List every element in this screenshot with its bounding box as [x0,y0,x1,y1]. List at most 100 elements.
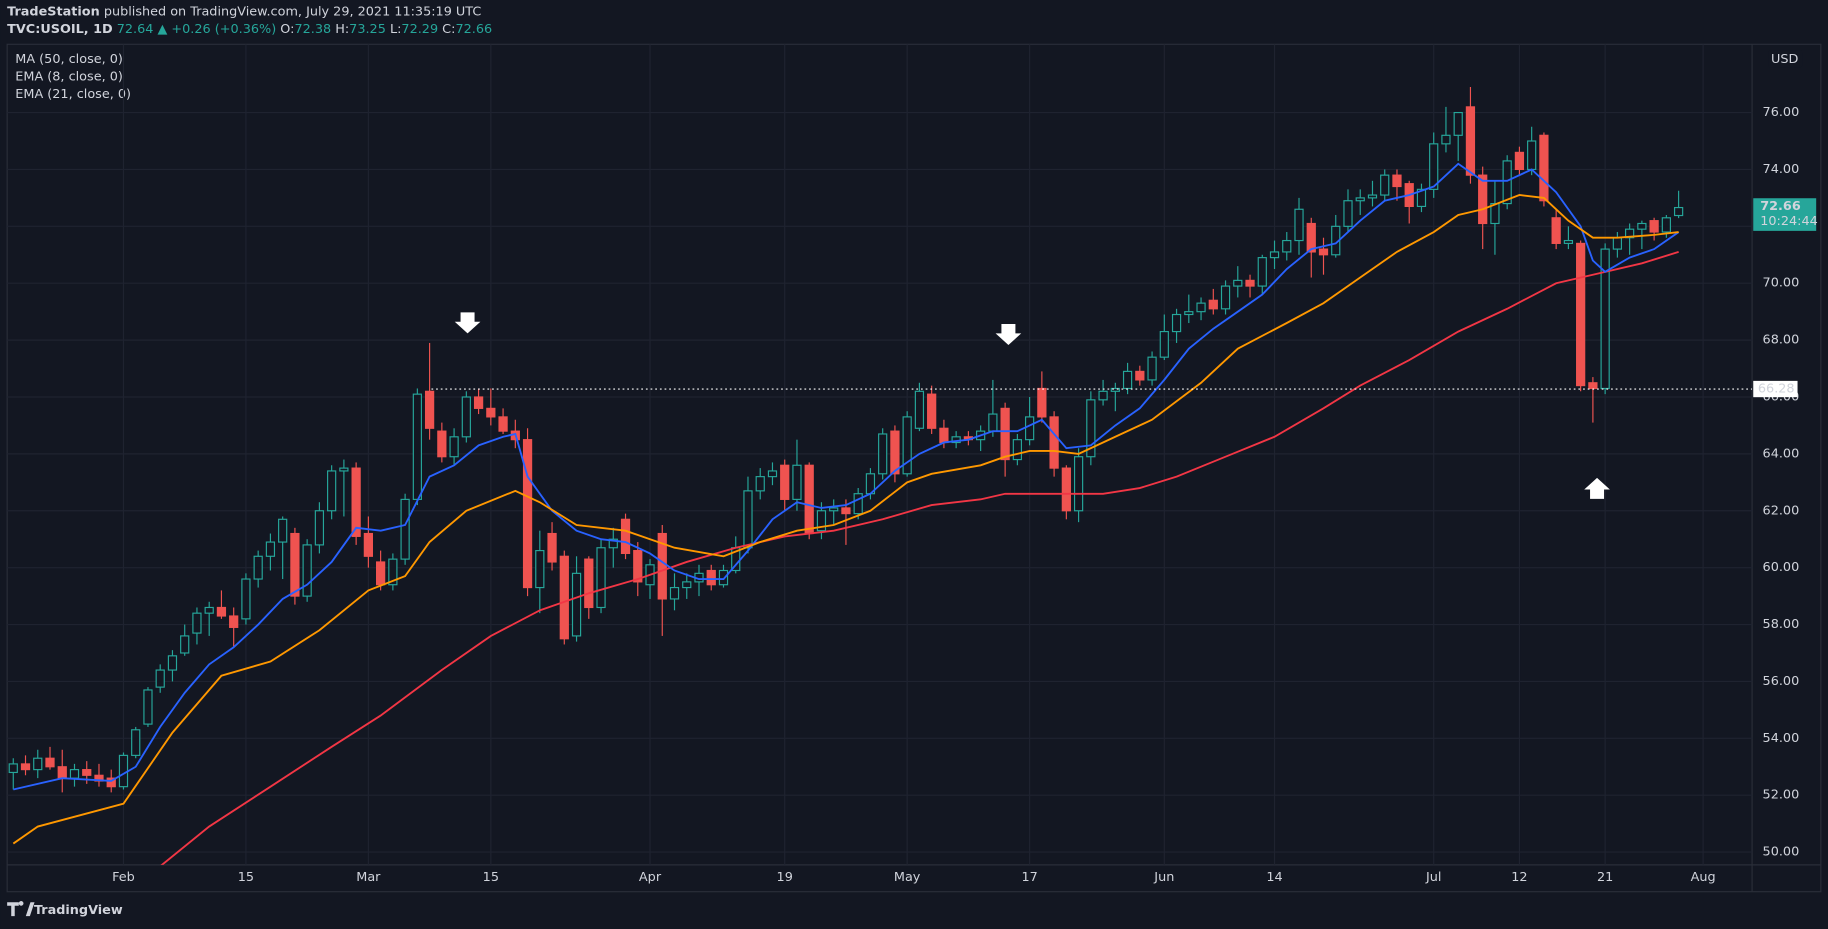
chart-frame [6,43,1822,893]
candle-body [902,416,912,475]
legend: MA (50, close, 0) EMA (8, close, 0) EMA (2… [15,52,131,102]
candle-body [1343,200,1353,227]
candle-body [216,606,227,617]
candle-body [69,769,80,779]
candle-body [792,464,802,500]
x-tick-label: 14 [1266,870,1282,885]
candle-body [290,532,300,597]
last-price-box [1753,198,1817,231]
candle-body [1612,237,1623,250]
candle-body [412,393,422,500]
candle-body [363,532,374,557]
candle-body [180,635,190,654]
candle-body [682,581,692,589]
countdown: 10:24:44 [1760,214,1818,229]
legend-entry: EMA (8, close, 0) [15,69,123,84]
candle-body [853,493,863,515]
y-tick-label: 60.00 [1763,560,1800,575]
ohlc-value: 72.66 [455,22,492,37]
candle-body [1220,285,1231,310]
y-tick-label: 64.00 [1763,446,1800,461]
candle-body [131,729,141,756]
candle-body [167,655,178,671]
candle-body [1637,222,1647,230]
candle-body [155,669,165,688]
candle-body [1147,356,1157,381]
candle-body [780,464,790,500]
candle-body [1037,387,1047,418]
legend-entry: EMA (21, close, 0) [15,87,131,102]
y-tick-label: 58.00 [1763,617,1800,632]
candle-body [486,407,496,418]
candle-body [718,569,729,586]
candle-body [498,416,508,432]
ohlc-label: H: [335,22,349,37]
candle-body [706,569,716,586]
candle-body [1478,174,1488,225]
candle-body [1159,330,1169,358]
candle-body [1355,197,1365,202]
ma-line [12,194,1679,845]
logo-icon [7,901,35,917]
header-line-2: TVC:USOIL, 1D 72.64 ▲ +0.26 (+0.36%) O:7… [7,22,492,37]
header-line-1: TradeStation published on TradingView.co… [7,4,481,19]
candle-body [1257,257,1267,287]
candle-body [620,518,631,555]
candle-body [669,586,680,600]
candle-body [424,390,435,429]
candle-body [143,689,153,725]
candle-body [1429,143,1439,190]
axes: 50.00 52.00 54.00 56.00 58.00 60.00 62.00 64.00… [112,105,1818,885]
y-tick-label: 68.00 [1763,333,1800,348]
candle-body [608,538,618,549]
candle-body [82,769,92,776]
x-tick-label: Feb [112,870,135,885]
candle-body [473,396,484,409]
candle-body [1318,248,1329,256]
x-tick-label: May [894,870,921,885]
candle-body [596,547,606,609]
candle-body [204,606,214,614]
currency-box [1768,50,1803,68]
candle-body [1306,222,1316,253]
y-tick-label: 62.00 [1763,503,1800,518]
candle-body [1465,106,1476,176]
candle-body [914,390,925,429]
ohlc-label: C: [442,22,455,37]
candle-body [1502,160,1512,205]
candle-body [118,754,129,788]
x-tick-label: Aug [1691,870,1716,885]
x-tick-label: Jul [1425,870,1441,885]
candle-body [1416,188,1427,208]
candle-body [241,578,251,620]
candle-body [1024,416,1035,441]
published: published on TradingView.com, July 29, 2… [104,4,482,19]
candle-body [1551,217,1561,244]
candle-body [1600,248,1610,390]
candle-body [804,464,814,535]
y-tick-label: 76.00 [1763,105,1800,120]
candle-body [314,510,325,546]
ohlc-value: 72.38 [294,22,331,37]
last-price: 72.66 [1760,199,1801,214]
level-box [1753,380,1798,398]
candle-body [951,436,961,444]
candle-body [57,766,67,779]
candle-body [816,510,827,532]
candle-body [1673,206,1684,217]
arrow-down [454,312,481,334]
candle-body [1576,242,1586,387]
candle-body [559,555,569,640]
candle-body [400,498,410,560]
arrow-down [995,324,1022,346]
candle-body [1233,279,1243,287]
candle-body [449,436,459,458]
candle-body [633,550,643,583]
candle-body [1441,134,1451,145]
x-tick-label: 12 [1511,870,1527,885]
candle-body [265,541,276,557]
candle-body [1625,228,1635,239]
candle-body [1049,416,1059,469]
candle-body [927,393,937,429]
